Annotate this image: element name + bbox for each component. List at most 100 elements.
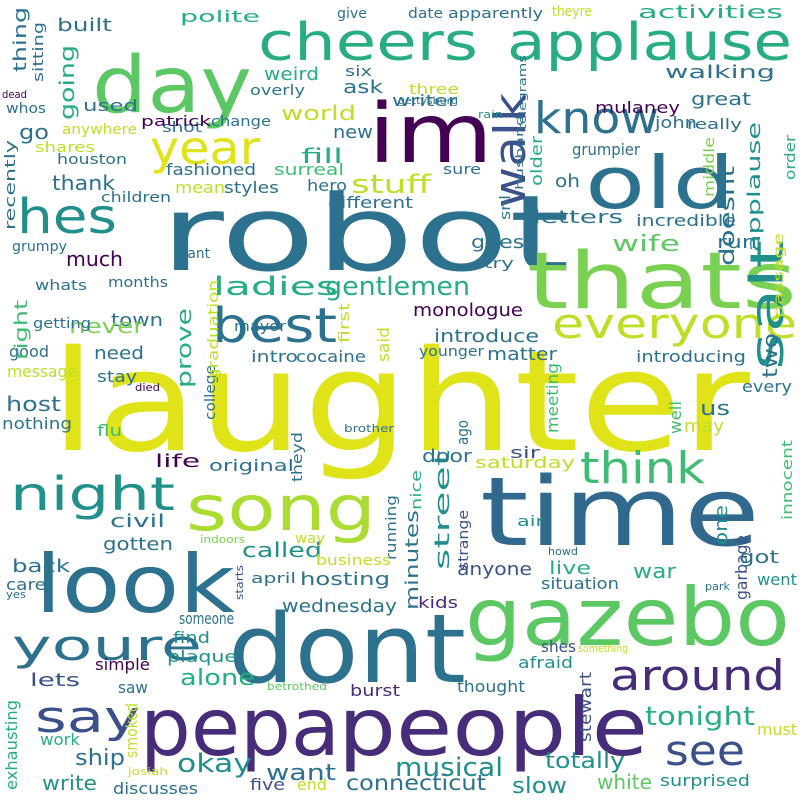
word-plaque: plaque (167, 647, 237, 666)
word-intro: intro (251, 347, 298, 366)
word-strange: strange (456, 510, 472, 570)
word-never: never (69, 314, 145, 338)
word-afraid: afraid (518, 653, 573, 672)
word-gettysburg: gettysburg (398, 96, 458, 107)
word-patrick: patrick (141, 114, 212, 130)
word-end: end (297, 775, 327, 794)
word-used: used (83, 96, 138, 115)
word-slow: slow (512, 774, 567, 799)
word-musical: musical (395, 753, 503, 783)
word-think: think (580, 443, 706, 494)
word-civil: civil (110, 511, 165, 532)
word-grumpy: grumpy (12, 239, 67, 255)
word-host: host (6, 392, 61, 416)
word-nothing: nothing (2, 414, 72, 433)
word-change: change (211, 114, 271, 130)
word-shot: shot (162, 120, 203, 136)
word-said: said (374, 327, 393, 362)
word-wife: wife (612, 232, 680, 257)
word-may: may (684, 416, 724, 437)
word-graduation: graduation (206, 280, 222, 380)
word-sir: sir (510, 443, 541, 462)
word-activities: activities (638, 2, 783, 23)
word-connecticut: connecticut (346, 771, 486, 795)
word-six: six (345, 64, 372, 80)
word-dead: dead (2, 88, 27, 101)
word-look: look (35, 538, 236, 631)
word-matter: matter (487, 344, 558, 365)
word-oh: oh (555, 171, 580, 192)
word-hosting: hosting (300, 569, 390, 590)
word-year: year (150, 121, 260, 175)
word-tonight: tonight (645, 702, 755, 732)
word-exhausting: exhausting (2, 700, 21, 790)
word-theyre: theyre (552, 4, 592, 20)
word-middle: middle (702, 137, 718, 197)
word-go: go (19, 120, 49, 144)
word-people: people (338, 681, 648, 774)
word-write: write (42, 771, 97, 795)
word-mayor: mayor (234, 319, 286, 335)
word-care: care (6, 575, 46, 594)
word-us: us (700, 396, 730, 420)
word-introduce: introduce (434, 326, 539, 347)
word-five: five (250, 775, 285, 794)
word-war: war (633, 559, 677, 583)
word-thats: thats (527, 237, 797, 327)
word-incredible: incredible (636, 211, 736, 230)
word-college: college (203, 365, 219, 420)
word-running: running (384, 495, 400, 560)
word-town: town (111, 310, 163, 331)
word-snl: snl (498, 195, 514, 220)
word-ago: ago (453, 420, 472, 445)
word-gentlemen: gentlemen (325, 272, 470, 302)
word-alone: alone (180, 666, 255, 691)
word-smoked: smoked (122, 703, 141, 758)
word-called: called (242, 538, 322, 562)
word-shares: shares (35, 140, 95, 156)
word-thing: thing (10, 7, 31, 72)
word-weird: weird (264, 64, 319, 85)
word-day: day (92, 41, 252, 131)
word-passage: passage (772, 233, 787, 318)
word-park: park (705, 580, 731, 593)
word-original: original (209, 456, 294, 475)
word-three: three (409, 82, 459, 98)
word-recently: recently (3, 140, 19, 230)
word-cheers: cheers (258, 58, 259, 61)
word-say: say (35, 692, 140, 743)
word-business: business (316, 553, 391, 569)
word-great: great (691, 89, 751, 110)
word-burst: burst (350, 681, 400, 700)
word-situation: situation (541, 574, 619, 593)
word-getting: getting (33, 316, 91, 332)
word-new: new (333, 122, 373, 143)
word-grumpier: grumpier (572, 140, 640, 159)
word-cant: cant (180, 246, 210, 262)
word-world: world (281, 101, 356, 125)
word-ask: ask (343, 77, 384, 98)
word-rain: rain (478, 108, 503, 121)
word-air: air (517, 514, 544, 530)
word-message: message (7, 362, 77, 381)
word-see: see (665, 726, 745, 775)
word-prove: prove (172, 308, 196, 388)
word-ladies: ladies (213, 272, 338, 302)
word-children: children (101, 190, 171, 206)
word-telegrams: telegrams (516, 55, 529, 130)
word-lets: lets (30, 670, 80, 691)
word-walk: walk (485, 92, 536, 208)
word-find: find (173, 628, 210, 647)
word-anyone: anyone (457, 559, 532, 580)
word-work: work (40, 730, 81, 749)
word-run: run (717, 232, 757, 253)
word-must: must (757, 720, 797, 739)
word-youre: youre (12, 621, 202, 670)
word-stay: stay (97, 367, 137, 386)
word-mulaney: mulaney (595, 98, 680, 117)
word-innocent: innocent (780, 439, 796, 520)
word-doesnt: doesnt (715, 166, 739, 266)
